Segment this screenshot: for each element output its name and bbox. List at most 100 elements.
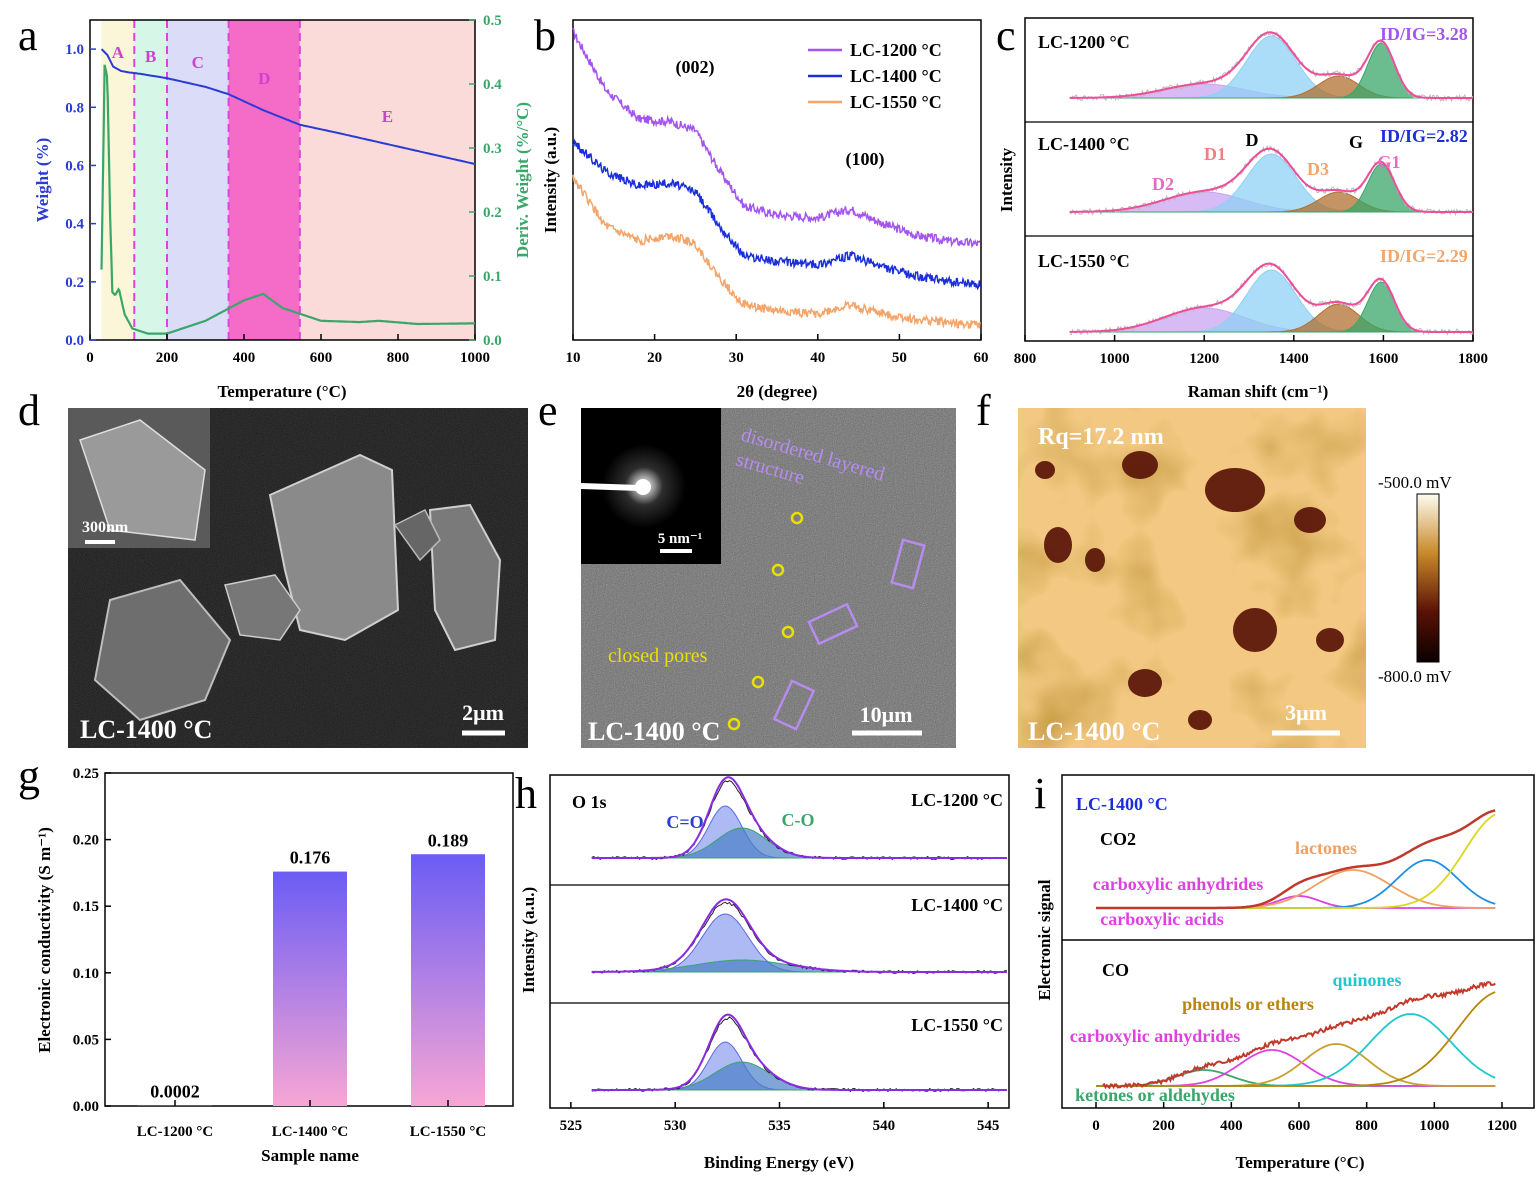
panel-letter-h: h: [515, 769, 537, 818]
x-tick-label: 0: [1092, 1118, 1100, 1134]
panel-b-xlabel: 2θ (degree): [737, 382, 818, 401]
panel-f-scale: 3μm: [1285, 700, 1327, 725]
x-tick-label: 40: [810, 350, 825, 366]
panel-letter-c: c: [996, 11, 1016, 60]
x-tick-label: 1600: [1368, 351, 1398, 367]
panel-c-peak-D2: D2: [1152, 174, 1174, 194]
y-tick-label: 0.8: [65, 100, 84, 116]
panel-h-title: O 1s: [572, 792, 607, 812]
co-comp-3: [1096, 1013, 1496, 1087]
x-tick-label: 1200: [1189, 351, 1219, 367]
panel-f-cbar-bottom: -800.0 mV: [1378, 667, 1452, 686]
panel-c-ylabel: Intensity: [997, 147, 1016, 212]
panel-d-label: LC-1400 °C: [80, 715, 212, 744]
y-tick-label: 0.10: [73, 966, 99, 982]
panel-e-inset-scale: 5 nm⁻¹: [658, 531, 703, 547]
panel-h-comp-co-double: C=O: [666, 812, 703, 832]
y-tick-label: 0.0: [65, 333, 84, 349]
co-comp-4: [1096, 991, 1496, 1087]
x-tick-label: 10: [566, 350, 581, 366]
x-tick-label: 800: [1014, 351, 1037, 367]
xrd-line-0: [572, 27, 981, 249]
y2-tick-label: 0.3: [483, 141, 502, 157]
x-tick-label: 200: [1152, 1118, 1175, 1134]
legend-lc1400: LC-1400 °C: [850, 66, 942, 86]
panel-d-sem-image: 300nm LC-1400 °C 2μm: [68, 408, 528, 748]
y-tick-label: 0.6: [65, 158, 84, 174]
panel-b-peak-002: (002): [676, 57, 715, 78]
panel-b-ylabel: Intensity (a.u.): [541, 127, 560, 233]
x-tick-label: 1200: [1487, 1118, 1517, 1134]
bar-1: [273, 871, 347, 1106]
deriv-weight-line: [100, 64, 475, 335]
category-label: LC-1400 °C: [272, 1124, 348, 1140]
x-tick-label: 1800: [1458, 351, 1488, 367]
panel-i-ylabel: Electronic signal: [1035, 879, 1054, 1000]
panel-c-peak-D3: D3: [1307, 159, 1329, 179]
panel-h-xlabel: Binding Energy (eV): [704, 1153, 854, 1172]
panel-f-label: LC-1400 °C: [1028, 717, 1160, 746]
co-comp-0: [1096, 1069, 1496, 1087]
panel-i-sample: LC-1400 °C: [1076, 794, 1168, 814]
xrd-line-1: [572, 138, 981, 291]
legend-lc1550: LC-1550 °C: [850, 92, 942, 112]
panel-letter-g: g: [18, 751, 40, 800]
x-tick-label: 50: [892, 350, 907, 366]
y-tick-label: 0.00: [73, 1099, 99, 1115]
panel-letter-a: a: [18, 11, 38, 60]
xrd-line-2: [572, 174, 981, 330]
xps-fit-1: [591, 898, 1007, 973]
x-tick-label: 600: [1288, 1118, 1311, 1134]
y-tick-label: 0.25: [73, 766, 99, 782]
panel-a-ylabel: Weight (%): [33, 138, 52, 223]
panel-c-chart: 800 1000 1200 1400 1600 1800 LC-1200 °C LC-14…: [997, 17, 1488, 401]
panel-h-ylabel: Intensity (a.u.): [519, 887, 538, 993]
y2-tick-label: 0.1: [483, 269, 502, 285]
panel-letter-f: f: [976, 386, 991, 435]
panel-h-sub3: LC-1550 °C: [911, 1015, 1003, 1035]
panel-b-peak-100: (100): [846, 149, 885, 170]
category-label: LC-1550 °C: [410, 1124, 486, 1140]
panel-e-scale: 10μm: [860, 702, 913, 727]
co-comp-2: [1096, 1043, 1496, 1087]
panel-c-sub2-label: LC-1400 °C: [1038, 134, 1130, 154]
panel-c-xlabel: Raman shift (cm⁻¹): [1188, 382, 1329, 401]
panel-e-tem-image: 5 nm⁻¹ disordered layered structure clos…: [580, 408, 956, 748]
xps-comp-2-1: [633, 1061, 843, 1091]
x-tick-label: 800: [387, 350, 410, 366]
panel-i-chart: 0 200 400 600 800 1000 1200 LC-1400 °C CO2 lac…: [1035, 774, 1535, 1172]
xps-fit-0: [591, 776, 1007, 859]
panel-i-xlabel: Temperature (°C): [1235, 1153, 1364, 1172]
panel-letter-i: i: [1034, 769, 1046, 818]
x-tick-label: 600: [310, 350, 333, 366]
panel-i-ketones: ketones or aldehydes: [1075, 1085, 1235, 1105]
panel-i-quinones: quinones: [1332, 970, 1401, 990]
panel-i-lactones: lactones: [1295, 838, 1357, 858]
x-tick-label: 1000: [460, 350, 490, 366]
y-tick-label: 0.4: [65, 217, 84, 233]
panel-e-layer-markers: [772, 538, 926, 731]
panel-a-chart: A B CDE 0 200 400 600 800 10000.00.20.40.60.81.…: [33, 13, 532, 401]
panel-c-ratio-1: ID/IG=3.28: [1380, 24, 1468, 44]
panel-a-xlabel: Temperature (°C): [217, 382, 346, 401]
xps-fit-2: [591, 1013, 1007, 1091]
panel-f-colorbar: [1416, 493, 1440, 663]
panel-e-pore-markers: [727, 511, 804, 731]
y2-tick-label: 0.0: [483, 333, 502, 349]
region-label-B: B: [145, 47, 156, 66]
x-tick-label: 1400: [1279, 351, 1309, 367]
panel-h-sub2: LC-1400 °C: [911, 895, 1003, 915]
x-tick-label: 535: [768, 1118, 791, 1134]
panel-b-legend: LC-1200 °C LC-1400 °C LC-1550 °C: [808, 40, 942, 112]
region-D: [228, 20, 300, 340]
panel-i-co2-title: CO2: [1100, 829, 1136, 849]
panel-f-afm-image: Rq=17.2 nm LC-1400 °C 3μm -500.0 mV -800…: [1018, 408, 1452, 748]
panel-i-co-anhydrides: carboxylic anhydrides: [1070, 1026, 1241, 1046]
co-sum-line: [1102, 981, 1496, 1090]
raman-peak-1-1: [1069, 153, 1473, 213]
region-label-D: D: [258, 69, 270, 88]
panel-letter-d: d: [18, 386, 40, 435]
raman-fit-1: [1069, 147, 1473, 213]
x-tick-label: 400: [1220, 1118, 1243, 1134]
